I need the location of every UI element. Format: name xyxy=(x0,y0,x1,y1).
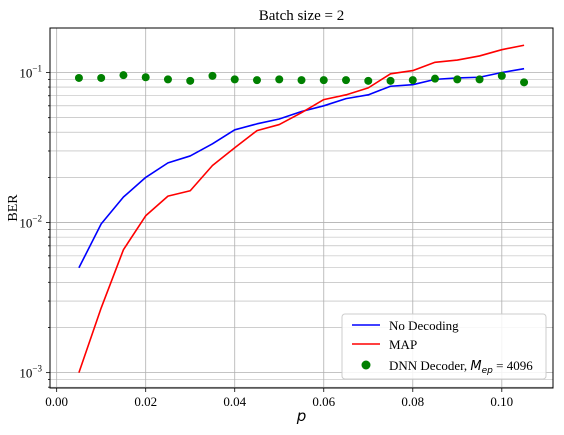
scatter-point-dnn-decoder xyxy=(453,75,462,84)
y-tick-label-exponent: −3 xyxy=(32,364,42,374)
scatter-point-dnn-decoder xyxy=(119,71,128,80)
scatter-point-dnn-decoder xyxy=(275,75,284,84)
scatter-point-dnn-decoder xyxy=(230,75,239,84)
x-tick-label: 0.00 xyxy=(45,394,68,409)
legend: No Decoding MAP DNN Decoder, Mep = 4096 xyxy=(341,313,547,380)
y-tick-label-exponent: −2 xyxy=(32,214,42,224)
scatter-point-dnn-decoder xyxy=(208,71,217,80)
legend-label-dnn-m: M xyxy=(470,359,481,374)
y-axis-label: BER xyxy=(6,194,21,222)
scatter-point-dnn-decoder xyxy=(475,75,484,84)
scatter-point-dnn-decoder xyxy=(319,76,328,85)
y-tick-label-base: 10 xyxy=(19,366,32,381)
scatter-point-dnn-decoder xyxy=(431,74,440,83)
chart-title: Batch size = 2 xyxy=(259,8,345,24)
scatter-point-dnn-decoder xyxy=(408,76,417,85)
scatter-point-dnn-decoder xyxy=(141,73,150,82)
scatter-point-dnn-decoder xyxy=(364,76,373,85)
scatter-point-dnn-decoder xyxy=(386,76,395,85)
x-tick-label: 0.08 xyxy=(401,394,424,409)
plot-frame xyxy=(49,27,554,389)
legend-label-map: MAP xyxy=(389,337,417,352)
scatter-point-dnn-decoder xyxy=(497,71,506,80)
legend-label-dnn-rest: = 4096 xyxy=(493,358,533,373)
x-tick-label: 0.10 xyxy=(490,394,513,409)
x-tick-label: 0.06 xyxy=(312,394,335,409)
y-tick-label-exponent: −1 xyxy=(32,64,42,74)
x-axis-label: p xyxy=(296,407,307,425)
series-line-map xyxy=(78,44,525,373)
legend-label-dnn-prefix: DNN Decoder, xyxy=(389,358,470,373)
grid xyxy=(50,28,553,388)
legend-label-dnn-decoder: DNN Decoder, Mep = 4096 xyxy=(389,358,533,376)
scatter-point-dnn-decoder xyxy=(520,78,529,87)
scatter-point-dnn-decoder xyxy=(252,76,261,85)
scatter-point-dnn-decoder xyxy=(163,75,172,84)
series-line-no-decoding xyxy=(78,67,525,269)
scatter-point-dnn-decoder xyxy=(186,76,195,85)
x-tick-label: 0.04 xyxy=(223,394,246,409)
legend-label-no-decoding: No Decoding xyxy=(389,318,459,333)
x-tick-label: 0.02 xyxy=(134,394,157,409)
scatter-point-dnn-decoder xyxy=(74,73,83,82)
y-tick-label: 10−1 xyxy=(19,64,42,81)
legend-box xyxy=(341,313,547,380)
y-tick-label-base: 10 xyxy=(19,216,32,231)
scatter-point-dnn-decoder xyxy=(297,76,306,85)
y-tick-label: 10−2 xyxy=(19,214,42,231)
y-tick-label: 10−3 xyxy=(19,364,42,381)
scatter-point-dnn-decoder xyxy=(342,76,351,85)
y-tick-label-base: 10 xyxy=(19,66,32,81)
legend-label-dnn-sub: ep xyxy=(482,366,494,376)
legend-marker-dnn-decoder xyxy=(361,360,371,370)
scatter-point-dnn-decoder xyxy=(97,73,106,82)
series-layer xyxy=(74,44,529,373)
